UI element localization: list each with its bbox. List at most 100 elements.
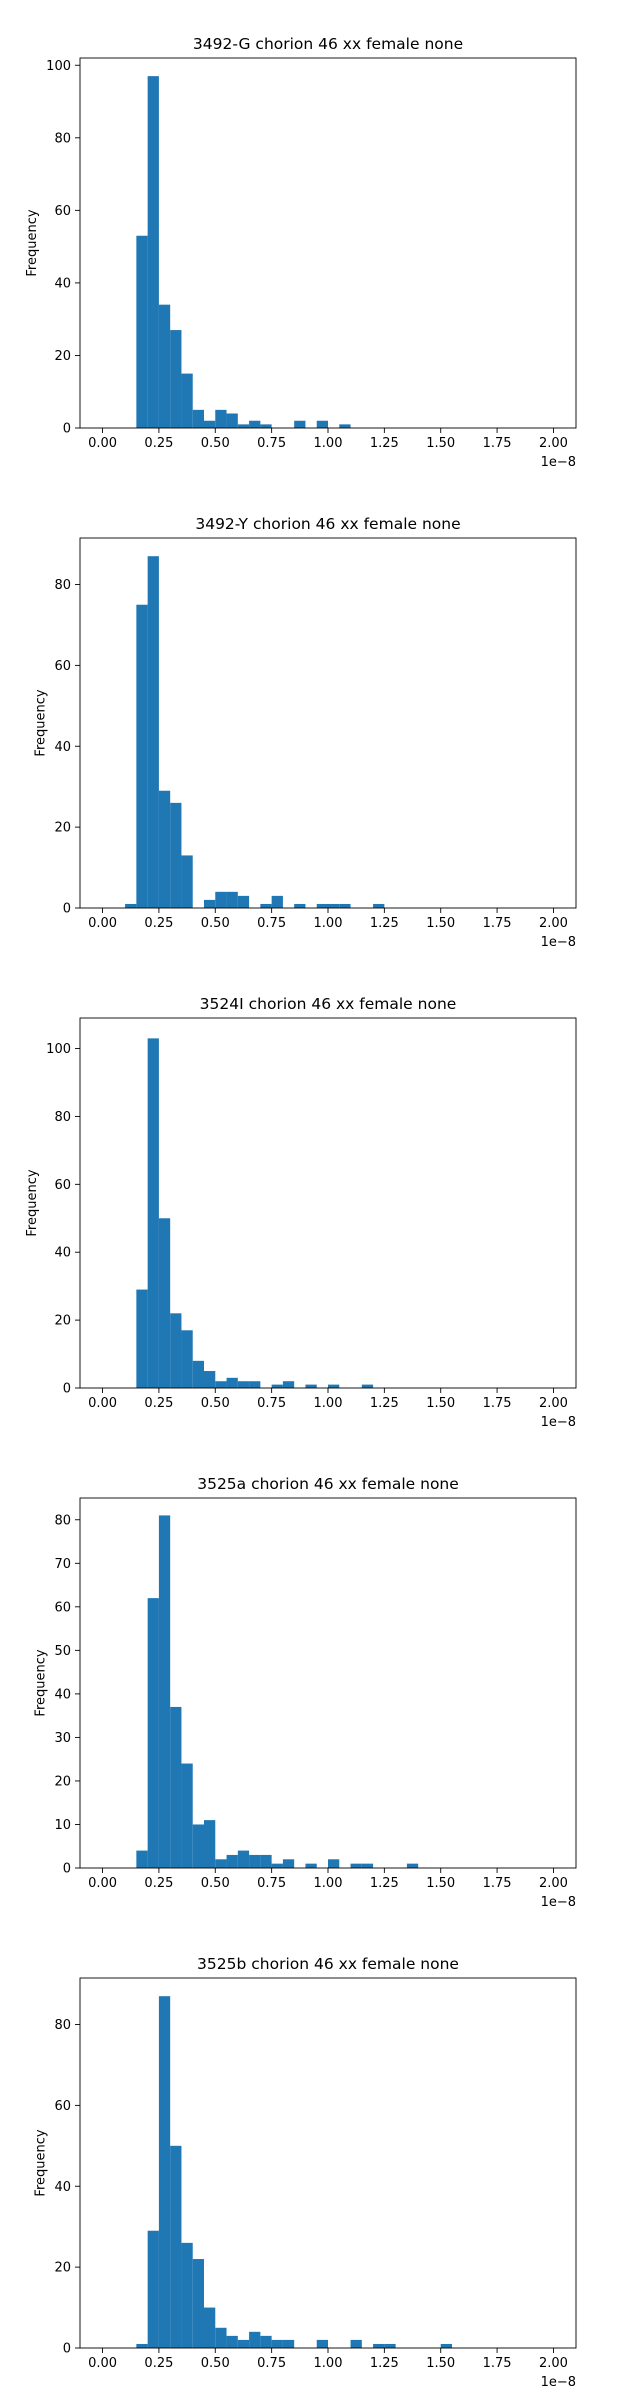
panel-4-x-tick-label: 1.50 bbox=[426, 1876, 455, 1891]
panel-4-y-axis-label: Frequency bbox=[33, 1649, 48, 1716]
panel-1-bar bbox=[339, 424, 351, 428]
panel-2-bar bbox=[170, 802, 182, 908]
panel-3-x-tick-label: 0.50 bbox=[201, 1396, 230, 1411]
panel-5-bar bbox=[440, 2343, 452, 2348]
panel-4-bar bbox=[249, 1854, 261, 1868]
panel-4-y-tick-label: 40 bbox=[54, 1687, 71, 1702]
panel-2-bar bbox=[226, 891, 238, 908]
panel-2-bar bbox=[158, 790, 171, 908]
panel-1-x-tick-label: 1.50 bbox=[426, 436, 455, 451]
panel-1-bar bbox=[170, 330, 182, 428]
panel-4-y-tick-label: 60 bbox=[54, 1600, 71, 1615]
panel-1-x-tick-label: 1.25 bbox=[370, 436, 399, 451]
panel-2-y-tick-label: 80 bbox=[54, 578, 71, 593]
panel-5-x-tick-label: 0.25 bbox=[144, 2356, 173, 2371]
panel-2-y-tick-label: 60 bbox=[54, 659, 71, 674]
panel-3-bar bbox=[271, 1384, 283, 1388]
panel-3-bar bbox=[215, 1381, 227, 1388]
panel-1-x-tick-label: 0.00 bbox=[88, 436, 117, 451]
panel-4-bar bbox=[328, 1859, 340, 1868]
panel-2-bar bbox=[181, 855, 193, 908]
panel-3-y-axis-label: Frequency bbox=[25, 1169, 40, 1236]
panel-1-y-tick-label: 60 bbox=[54, 204, 71, 219]
panel-5-y-tick-label: 80 bbox=[54, 2018, 71, 2033]
panel-5-bar bbox=[384, 2343, 396, 2348]
panel-1-x-tick-label: 0.50 bbox=[201, 436, 230, 451]
panel-5-bar bbox=[271, 2339, 283, 2348]
panel-2-x-tick-label: 0.00 bbox=[88, 916, 117, 931]
panel-5-x-tick-label: 1.00 bbox=[314, 2356, 343, 2371]
panel-1-bar bbox=[158, 304, 171, 428]
panel-3-y-tick-label: 80 bbox=[54, 1110, 71, 1125]
panel-1-x-tick-label: 1.75 bbox=[483, 436, 512, 451]
panel-5-bar bbox=[158, 1996, 171, 2348]
panel-2-bar bbox=[215, 891, 227, 908]
panel-3-bar bbox=[136, 1289, 148, 1388]
panel-4-x-tick-label: 0.50 bbox=[201, 1876, 230, 1891]
panel-2-title: 3492-Y chorion 46 xx female none bbox=[195, 515, 460, 533]
panel-3-y-tick-label: 40 bbox=[54, 1246, 71, 1261]
panel-3-x-tick-label: 0.00 bbox=[88, 1396, 117, 1411]
panel-4-x-tick-label: 0.75 bbox=[257, 1876, 286, 1891]
panel-2-y-tick-label: 20 bbox=[54, 821, 71, 836]
panel-3-y-tick-label: 60 bbox=[54, 1178, 71, 1193]
panel-4-y-tick-label: 30 bbox=[54, 1731, 71, 1746]
panel-1-bar bbox=[204, 420, 216, 428]
panel-3-y-tick-label: 0 bbox=[63, 1382, 71, 1397]
panel-3-x-tick-label: 1.75 bbox=[483, 1396, 512, 1411]
panel-3-x-tick-label: 1.00 bbox=[314, 1396, 343, 1411]
panel-3-bar bbox=[181, 1330, 193, 1388]
panel-1-x-tick-label: 2.00 bbox=[539, 436, 568, 451]
panel-4-x-tick-label: 2.00 bbox=[539, 1876, 568, 1891]
panel-4-y-tick-label: 80 bbox=[54, 1513, 71, 1528]
panel-4-x-tick-label: 0.25 bbox=[144, 1876, 173, 1891]
panel-2-x-tick-label: 1.25 bbox=[370, 916, 399, 931]
panel-4-bar bbox=[170, 1706, 182, 1868]
panel-2-x-offset-label: 1e−8 bbox=[541, 935, 576, 950]
panel-1-bar bbox=[136, 235, 148, 428]
panel-2-bar bbox=[237, 895, 250, 908]
panel-5-y-tick-label: 20 bbox=[54, 2261, 71, 2276]
panel-1-y-tick-label: 80 bbox=[54, 131, 71, 146]
panel-5-x-tick-label: 1.50 bbox=[426, 2356, 455, 2371]
panel-3-x-tick-label: 0.25 bbox=[144, 1396, 173, 1411]
panel-2-bar bbox=[339, 903, 351, 908]
panel-2-bar bbox=[147, 556, 159, 908]
panel-2-bar bbox=[294, 903, 306, 908]
panel-4-bar bbox=[136, 1850, 148, 1868]
panel-5-bar bbox=[316, 2339, 328, 2348]
panel-3-bar bbox=[158, 1218, 171, 1388]
panel-5-bar bbox=[226, 2335, 238, 2348]
panel-1-y-tick-label: 20 bbox=[54, 349, 71, 364]
panel-4-bar bbox=[158, 1515, 171, 1868]
panel-4-y-tick-label: 0 bbox=[63, 1862, 71, 1877]
panel-5-y-axis-label: Frequency bbox=[33, 2129, 48, 2196]
panel-4-bar bbox=[305, 1863, 317, 1868]
panel-3-title: 3524I chorion 46 xx female none bbox=[200, 995, 457, 1013]
panel-2-bar bbox=[125, 903, 137, 908]
panel-5-bar bbox=[373, 2343, 385, 2348]
panel-5-x-tick-label: 1.25 bbox=[370, 2356, 399, 2371]
panel-1-y-tick-label: 100 bbox=[46, 59, 71, 74]
panel-5-bar bbox=[237, 2339, 250, 2348]
panel-4-bar bbox=[237, 1850, 250, 1868]
panel-1-x-tick-label: 0.25 bbox=[144, 436, 173, 451]
panel-5-y-tick-label: 60 bbox=[54, 2099, 71, 2114]
panel-1-y-tick-label: 0 bbox=[63, 422, 71, 437]
panel-5-bar bbox=[260, 2335, 272, 2348]
panel-1-title: 3492-G chorion 46 xx female none bbox=[193, 35, 463, 53]
panel-3-x-tick-label: 1.50 bbox=[426, 1396, 455, 1411]
panel-4-bar bbox=[350, 1863, 362, 1868]
panel-5-bar bbox=[170, 2145, 182, 2348]
panel-3-x-tick-label: 1.25 bbox=[370, 1396, 399, 1411]
panel-2-bar bbox=[316, 903, 328, 908]
panel-4-bar bbox=[181, 1763, 193, 1868]
panel-4-x-tick-label: 1.75 bbox=[483, 1876, 512, 1891]
panel-5-y-tick-label: 40 bbox=[54, 2180, 71, 2195]
panel-5-x-offset-label: 1e−8 bbox=[541, 2375, 576, 2390]
panel-5-bar bbox=[215, 2327, 227, 2348]
panel-4-bar bbox=[361, 1863, 374, 1868]
panel-3-bar bbox=[226, 1377, 238, 1388]
panel-5-bar bbox=[350, 2339, 362, 2348]
